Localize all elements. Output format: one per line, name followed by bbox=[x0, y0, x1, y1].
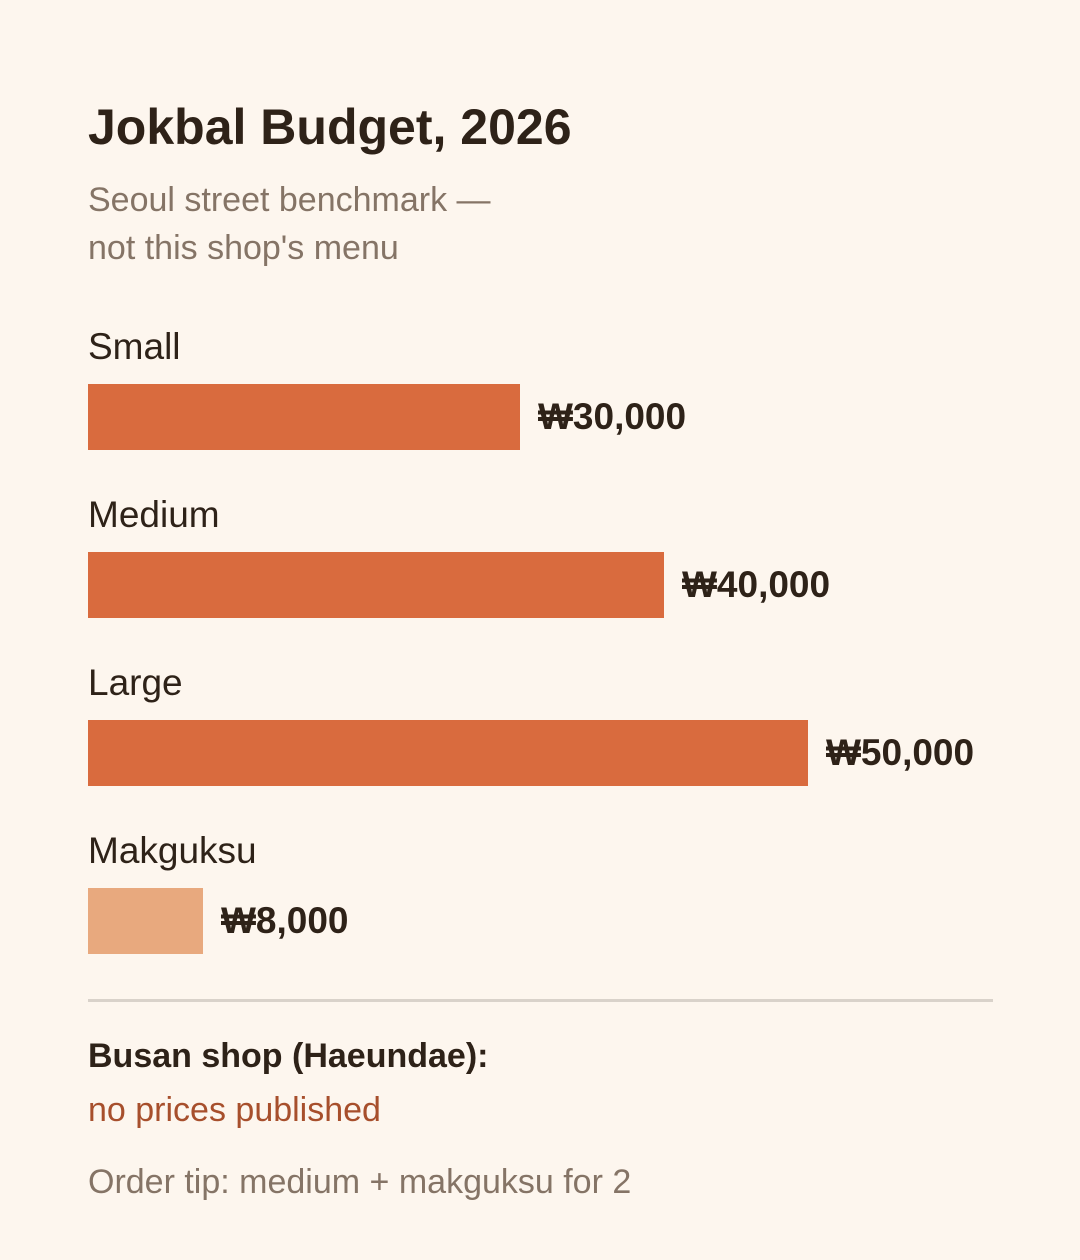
value-label-large: ₩50,000 bbox=[826, 732, 975, 773]
bar-makguksu bbox=[88, 888, 203, 954]
chart-subtitle: Seoul street benchmark — not this shop's… bbox=[88, 176, 491, 272]
bar-large bbox=[88, 720, 808, 786]
category-label-medium: Medium bbox=[88, 494, 220, 535]
shop-label: Busan shop (Haeundae): bbox=[88, 1037, 489, 1075]
section-divider bbox=[88, 999, 993, 1002]
value-label-medium: ₩40,000 bbox=[682, 564, 831, 605]
subtitle-line-1: Seoul street benchmark — bbox=[88, 181, 491, 219]
bar-medium bbox=[88, 552, 664, 618]
price-bar-chart: Small ₩30,000 Medium ₩40,000 Large ₩50,000 Mak… bbox=[88, 0, 993, 980]
category-label-large: Large bbox=[88, 662, 183, 703]
order-tip: Order tip: medium + makguksu for 2 bbox=[88, 1163, 632, 1201]
chart-title: Jokbal Budget, 2026 bbox=[88, 99, 572, 155]
category-label-makguksu: Makguksu bbox=[88, 830, 257, 871]
value-label-small: ₩30,000 bbox=[538, 396, 687, 437]
category-label-small: Small bbox=[88, 326, 181, 367]
value-label-makguksu: ₩8,000 bbox=[221, 900, 349, 941]
shop-price-note: no prices published bbox=[88, 1091, 381, 1129]
bar-small bbox=[88, 384, 520, 450]
subtitle-line-2: not this shop's menu bbox=[88, 229, 399, 267]
